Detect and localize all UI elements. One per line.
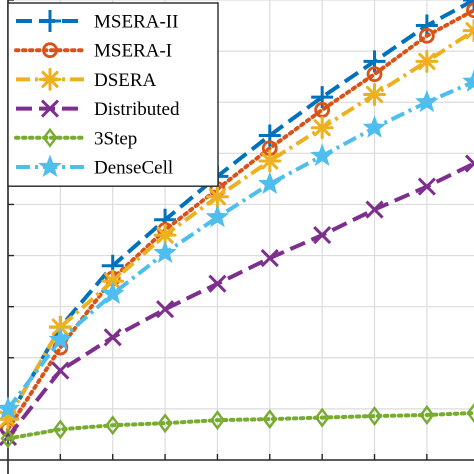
series-line (6, 28, 474, 421)
data-point (262, 409, 278, 430)
series-line (6, 79, 474, 411)
data-point (367, 406, 383, 427)
data-point (101, 269, 125, 293)
data-point (258, 149, 282, 173)
data-point (419, 405, 435, 426)
legend-item: DenseCell (16, 154, 173, 179)
data-point (103, 328, 122, 347)
data-point (52, 419, 68, 440)
legend-label: 3Step (94, 128, 137, 149)
data-point (417, 177, 436, 196)
data-point (310, 116, 334, 140)
legend-box (7, 2, 219, 187)
data-point (209, 410, 225, 431)
legend-item: MSERA-II (16, 10, 178, 33)
legend-marker (39, 10, 61, 32)
data-point (310, 143, 334, 166)
legend-item: MSERA-I (14, 41, 172, 62)
series-distributed (0, 154, 474, 447)
legend-marker (40, 99, 60, 118)
data-point (205, 204, 230, 228)
data-point (462, 69, 474, 92)
data-point (260, 249, 279, 268)
data-point (366, 66, 383, 83)
data-point (156, 300, 175, 319)
legend-label: MSERA-II (94, 12, 178, 33)
data-point (105, 415, 121, 436)
data-point (51, 361, 70, 380)
data-point (208, 274, 227, 293)
data-point (466, 402, 474, 423)
series-densecell (0, 69, 474, 419)
series-line (6, 0, 474, 421)
data-point (0, 407, 20, 431)
series-line (6, 410, 474, 441)
data-point (157, 413, 173, 434)
series-dsera (0, 19, 474, 431)
data-point (415, 49, 439, 73)
legend-marker (42, 127, 58, 148)
data-point (466, 2, 474, 19)
legend-item: DSERA (16, 67, 157, 91)
data-point (365, 200, 384, 219)
data-point (257, 171, 282, 195)
legend-label: Distributed (94, 99, 180, 120)
legend-item: 3Step (14, 127, 137, 149)
data-point (100, 281, 125, 304)
legend-marker (38, 154, 62, 178)
data-point (0, 428, 16, 449)
data-point (415, 89, 439, 113)
legend-item: Distributed (16, 99, 180, 120)
data-point (362, 115, 387, 138)
data-point (0, 396, 20, 419)
series-line (6, 8, 474, 432)
data-point (48, 315, 72, 339)
legend-marker (38, 67, 62, 91)
data-point (462, 19, 474, 43)
legend-label: MSERA-I (94, 41, 172, 62)
series-line (6, 161, 474, 439)
data-point (153, 223, 177, 247)
data-point (464, 154, 474, 173)
legend-marker (42, 42, 58, 59)
data-point (48, 327, 73, 350)
data-point (415, 14, 438, 37)
legend-label: DSERA (94, 70, 157, 91)
data-point (205, 185, 229, 209)
legend: MSERA-II MSERA-I DSERA Distributed 3Step Dens… (7, 2, 219, 187)
data-point (363, 83, 387, 107)
data-point (153, 240, 177, 264)
data-point (314, 407, 330, 428)
legend-label: DenseCell (94, 158, 173, 179)
series-group (0, 0, 474, 449)
data-point (313, 226, 332, 245)
series-3step (0, 402, 474, 449)
data-point (418, 27, 435, 44)
